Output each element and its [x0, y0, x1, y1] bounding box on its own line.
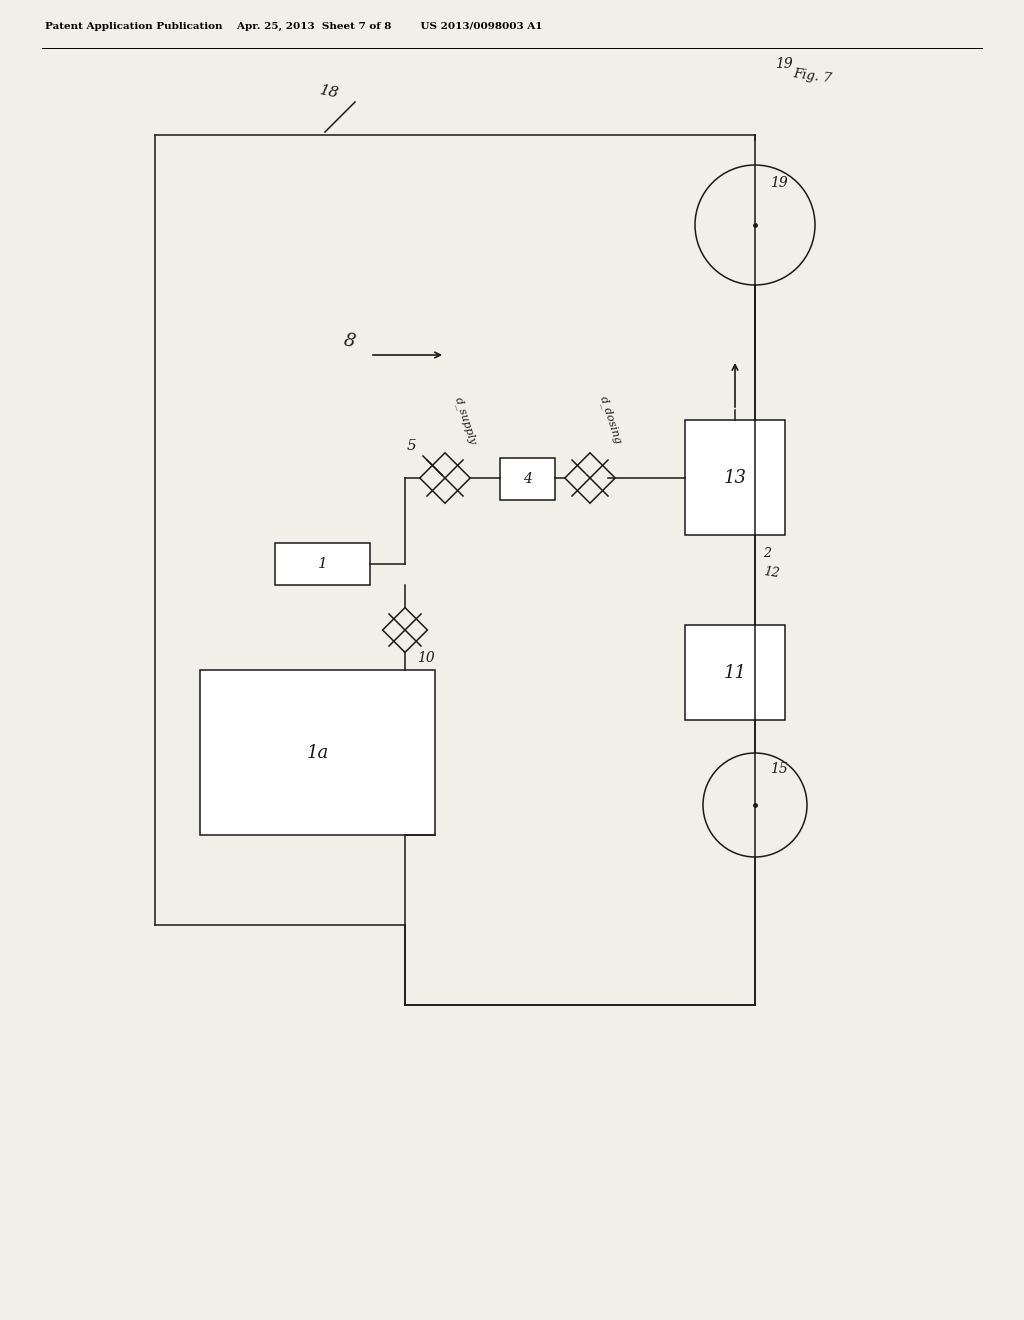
Bar: [685, 624, 785, 719]
Bar: [200, 671, 435, 836]
Text: 18: 18: [318, 83, 340, 102]
Text: 8: 8: [342, 331, 357, 351]
Text: 1a: 1a: [306, 743, 329, 762]
Text: 11: 11: [724, 664, 746, 681]
Text: Patent Application Publication    Apr. 25, 2013  Sheet 7 of 8        US 2013/009: Patent Application Publication Apr. 25, …: [45, 22, 543, 30]
Text: 15: 15: [770, 762, 787, 776]
Text: 5: 5: [407, 440, 417, 453]
Text: 19: 19: [770, 176, 787, 190]
Text: 12: 12: [763, 565, 780, 579]
Bar: [275, 543, 370, 585]
Text: Fig. 7: Fig. 7: [792, 67, 833, 84]
Bar: [685, 420, 785, 535]
Text: 10: 10: [417, 651, 435, 665]
Text: 13: 13: [724, 469, 746, 487]
Text: 2: 2: [763, 546, 771, 560]
Bar: [500, 458, 555, 500]
Text: d_supply: d_supply: [453, 395, 478, 446]
Text: 1: 1: [317, 557, 328, 572]
Text: 4: 4: [523, 473, 531, 486]
Text: 19: 19: [775, 57, 793, 71]
Text: d_dosing: d_dosing: [598, 395, 624, 446]
